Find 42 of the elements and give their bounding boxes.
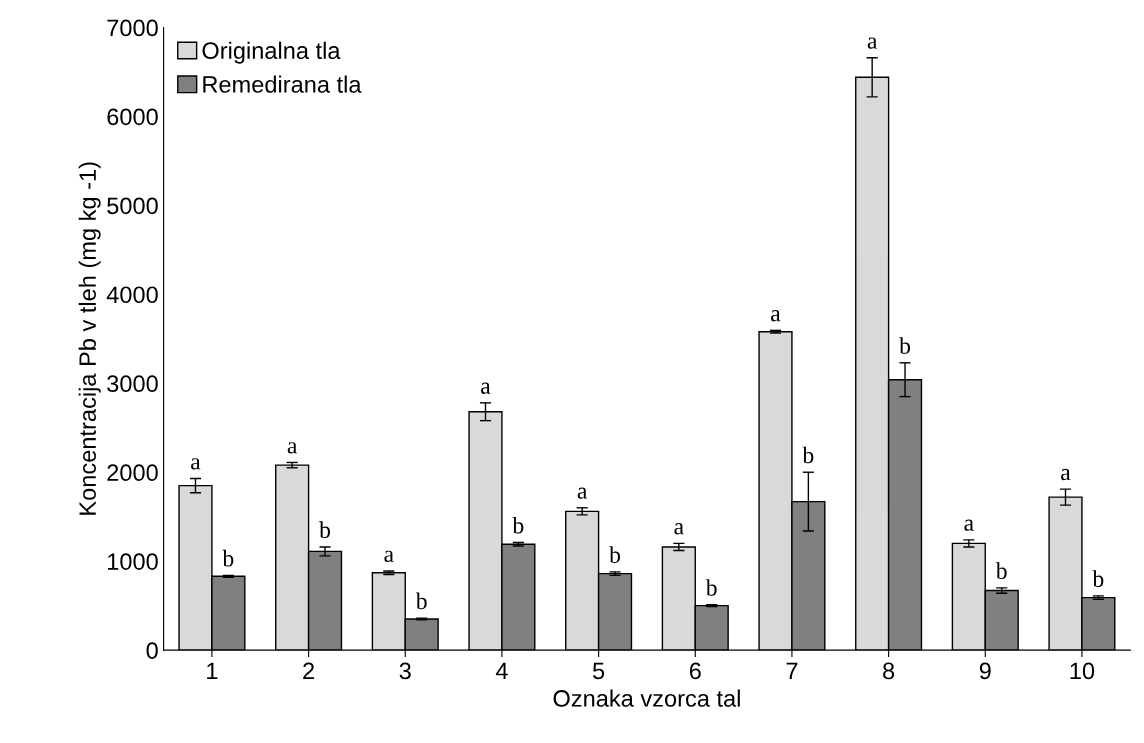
legend-label: Originalna tla [202,41,341,64]
y-axis-title: Koncentracija Pb v tleh (mg kg -1) [78,162,101,515]
y-tick-label: 2000 [107,464,158,482]
annotation: b [705,579,717,596]
x-axis-title: Oznaka vzorca tal [553,689,740,707]
annotation: b [609,546,621,563]
x-tick-label: 10 [1070,662,1095,680]
legend-label: Remedirana tla [203,75,362,93]
y-tick-label: 0 [146,642,158,659]
x-tick-label: 9 [979,662,991,680]
annotation: b [802,446,814,464]
annotation: b [899,337,911,354]
x-tick-label: 4 [495,662,508,680]
x-tick-label: 2 [303,662,314,680]
annotation: a [191,458,201,470]
annotation: a [384,550,394,562]
annotation: b [415,592,427,610]
y-tick-label: 3000 [107,375,158,393]
annotation: b [995,562,1007,579]
annotation: a [771,310,781,322]
x-tick-label: 6 [689,662,701,680]
y-tick-label: 1000 [108,553,158,570]
annotation: a [867,37,878,49]
annotation: a [481,382,491,394]
annotation: a [964,519,974,531]
annotation: b [222,549,234,567]
annotation: a [287,442,298,454]
x-tick-label: 8 [883,662,895,680]
annotation: b [512,516,524,534]
annotation: a [674,523,684,535]
x-tick-label: 3 [399,662,411,680]
y-tick-label: 6000 [107,108,158,126]
x-tick-label: 7 [786,662,798,680]
y-tick-label: 5000 [107,197,158,215]
x-tick-label: 5 [592,662,605,680]
annotation: b [1092,570,1104,587]
y-tick-label: 4000 [106,286,158,304]
annotation: b [319,521,331,538]
annotation: a [577,487,588,499]
annotation: a [1061,468,1071,481]
y-tick-label: 7000 [107,19,158,37]
x-tick-label: 1 [207,662,218,680]
